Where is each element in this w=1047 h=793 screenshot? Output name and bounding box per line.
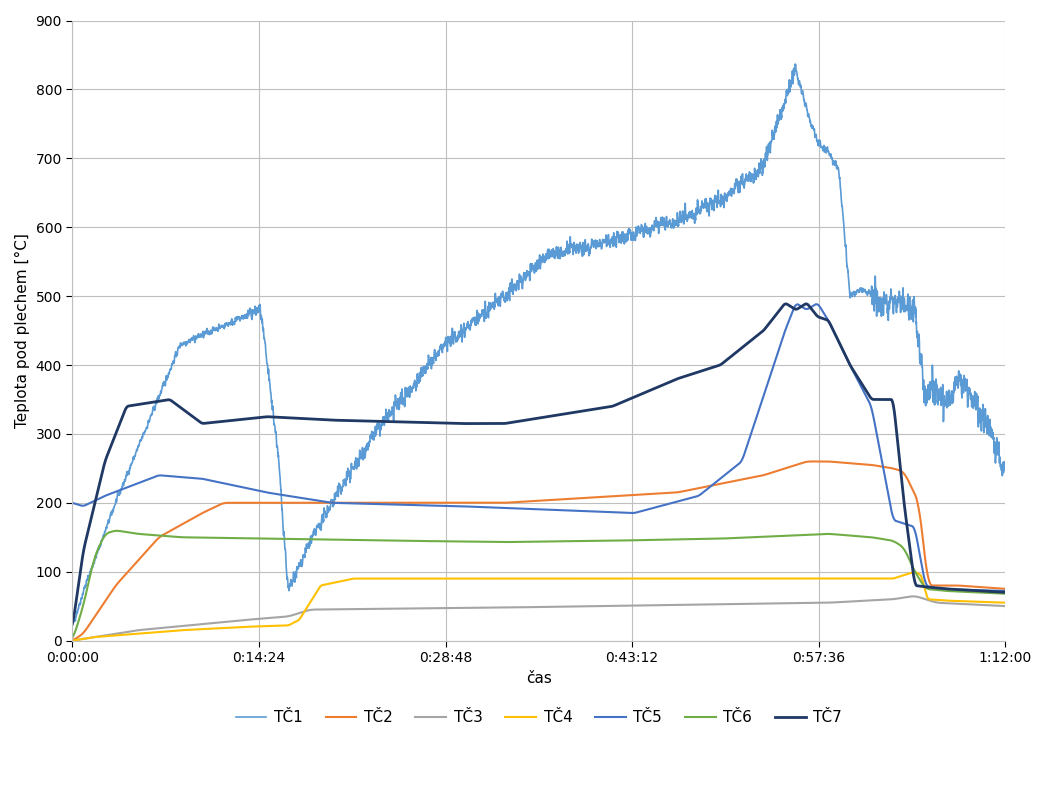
X-axis label: čas: čas [526, 671, 552, 686]
TČ2 [696, 483, 709, 492]
TČ1 [999, 465, 1011, 475]
TČ1 [505, 284, 517, 293]
Line: TČ3: TČ3 [72, 596, 1005, 641]
TČ3 [999, 601, 1011, 611]
TČ4 [801, 574, 814, 584]
Y-axis label: Teplota pod plechem [°C]: Teplota pod plechem [°C] [15, 233, 30, 428]
TČ1 [696, 201, 709, 211]
TČ5 [233, 482, 246, 492]
Line: TČ2: TČ2 [72, 462, 1005, 640]
TČ6 [233, 534, 246, 543]
TČ3 [66, 636, 79, 646]
TČ2 [505, 498, 517, 508]
TČ3 [505, 603, 517, 612]
TČ2 [66, 635, 79, 645]
TČ2 [999, 584, 1011, 594]
TČ5 [998, 586, 1010, 596]
TČ1 [66, 621, 79, 630]
TČ2 [801, 457, 814, 466]
TČ3 [749, 599, 761, 608]
TČ6 [111, 526, 124, 535]
TČ4 [66, 636, 79, 646]
TČ3 [696, 600, 709, 609]
TČ4 [908, 567, 920, 577]
TČ1 [998, 457, 1010, 466]
TČ7 [696, 366, 709, 375]
TČ3 [907, 592, 919, 601]
Legend: TČ1, TČ2, TČ3, TČ4, TČ5, TČ6, TČ7: TČ1, TČ2, TČ3, TČ4, TČ5, TČ6, TČ7 [229, 704, 848, 731]
TČ4 [505, 574, 517, 584]
TČ7 [998, 588, 1010, 597]
TČ5 [66, 498, 79, 508]
Line: TČ4: TČ4 [72, 572, 1005, 641]
TČ5 [801, 305, 814, 314]
TČ7 [780, 299, 793, 308]
TČ6 [505, 537, 517, 546]
TČ2 [749, 473, 761, 482]
TČ6 [999, 589, 1011, 599]
TČ5 [505, 504, 517, 513]
TČ7 [749, 333, 761, 343]
TČ7 [999, 588, 1011, 597]
TČ2 [998, 584, 1010, 593]
TČ3 [998, 601, 1010, 611]
TČ2 [233, 498, 246, 508]
TČ5 [999, 586, 1011, 596]
TČ5 [749, 418, 761, 427]
TČ4 [696, 574, 709, 584]
Line: TČ1: TČ1 [72, 64, 1005, 626]
TČ5 [696, 488, 709, 497]
TČ3 [801, 598, 814, 607]
TČ6 [749, 532, 761, 542]
TČ6 [998, 589, 1010, 599]
TČ7 [801, 300, 814, 309]
TČ7 [233, 415, 246, 424]
TČ5 [810, 300, 823, 309]
Line: TČ5: TČ5 [72, 305, 1005, 591]
TČ4 [998, 598, 1010, 607]
TČ6 [801, 530, 814, 539]
TČ1 [233, 316, 246, 326]
TČ4 [999, 598, 1011, 607]
TČ6 [697, 534, 710, 544]
TČ7 [66, 619, 79, 628]
TČ1 [801, 111, 814, 121]
TČ3 [233, 615, 246, 625]
TČ4 [233, 623, 246, 632]
TČ4 [749, 574, 761, 584]
TČ1 [788, 59, 801, 69]
TČ6 [66, 633, 79, 642]
Line: TČ6: TČ6 [72, 531, 1005, 638]
Line: TČ7: TČ7 [72, 304, 1005, 623]
TČ2 [805, 457, 818, 466]
TČ1 [749, 163, 761, 173]
TČ7 [505, 418, 517, 427]
